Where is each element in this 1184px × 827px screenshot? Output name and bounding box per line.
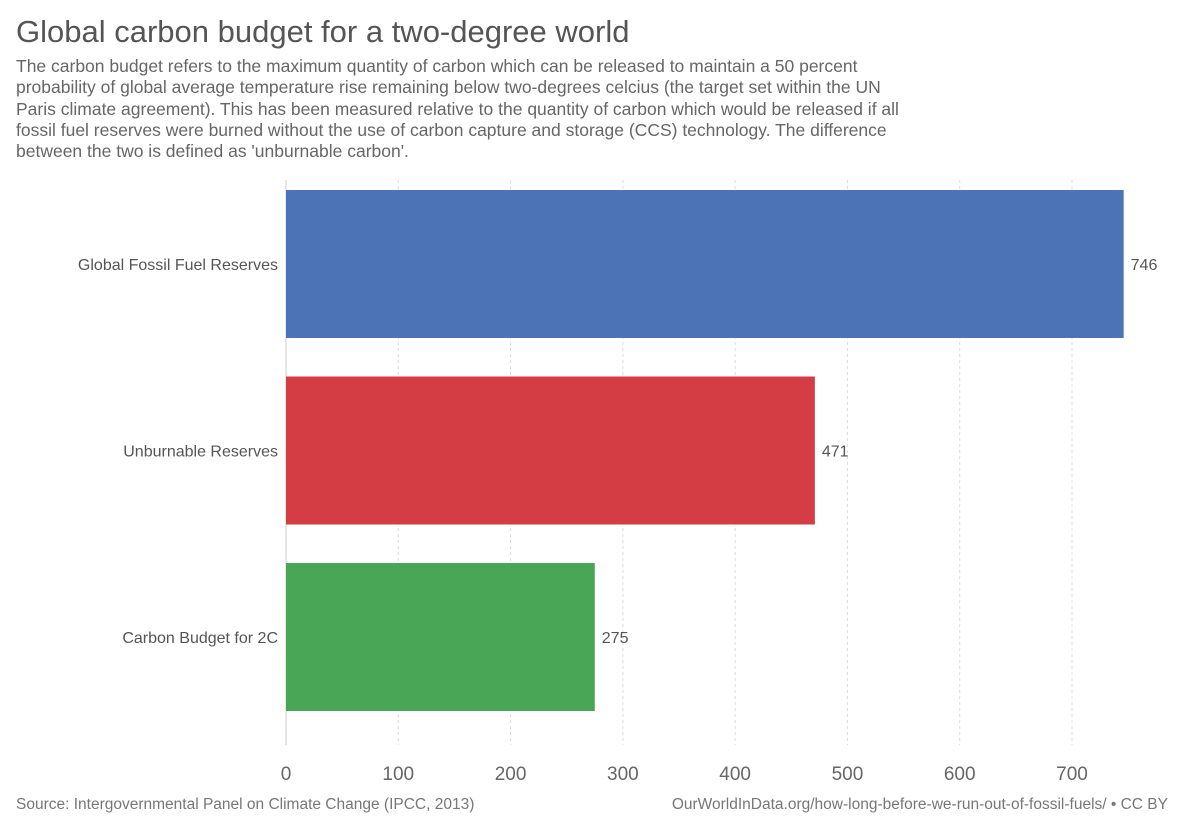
subtitle-line: The carbon budget refers to the maximum …: [16, 56, 858, 76]
data-label: 746: [1131, 257, 1158, 274]
x-tick-label: 200: [495, 764, 527, 785]
subtitle-line: probability of global average temperatur…: [16, 77, 881, 98]
bar: [286, 376, 815, 525]
subtitle-line: between the two is defined as 'unburnabl…: [16, 141, 409, 162]
x-tick-label: 300: [607, 764, 639, 785]
category-label: Global Fossil Fuel Reserves: [78, 257, 278, 274]
source-note: Source: Intergovernmental Panel on Clima…: [16, 796, 475, 813]
data-label: 471: [822, 444, 849, 461]
data-label: 275: [602, 630, 629, 647]
chart-subtitle: The carbon budget refers to the maximum …: [16, 56, 899, 162]
x-tick-label: 100: [382, 764, 414, 785]
chart-title: Global carbon budget for a two-degree wo…: [16, 14, 630, 49]
subtitle-line: Paris climate agreement). This has been …: [16, 98, 899, 119]
category-label: Carbon Budget for 2C: [122, 630, 278, 647]
category-label: Unburnable Reserves: [123, 444, 278, 461]
x-tick-label: 400: [719, 764, 751, 785]
subtitle-line: fossil fuel reserves were burned without…: [16, 119, 887, 140]
bar: [286, 190, 1124, 338]
x-tick-label: 600: [944, 764, 976, 785]
bar: [286, 563, 595, 711]
x-tick-label: 0: [281, 764, 292, 785]
x-tick-label: 500: [832, 764, 864, 785]
x-tick-label: 700: [1056, 764, 1088, 785]
source-url[interactable]: OurWorldInData.org/how-long-before-we-ru…: [671, 796, 1168, 813]
